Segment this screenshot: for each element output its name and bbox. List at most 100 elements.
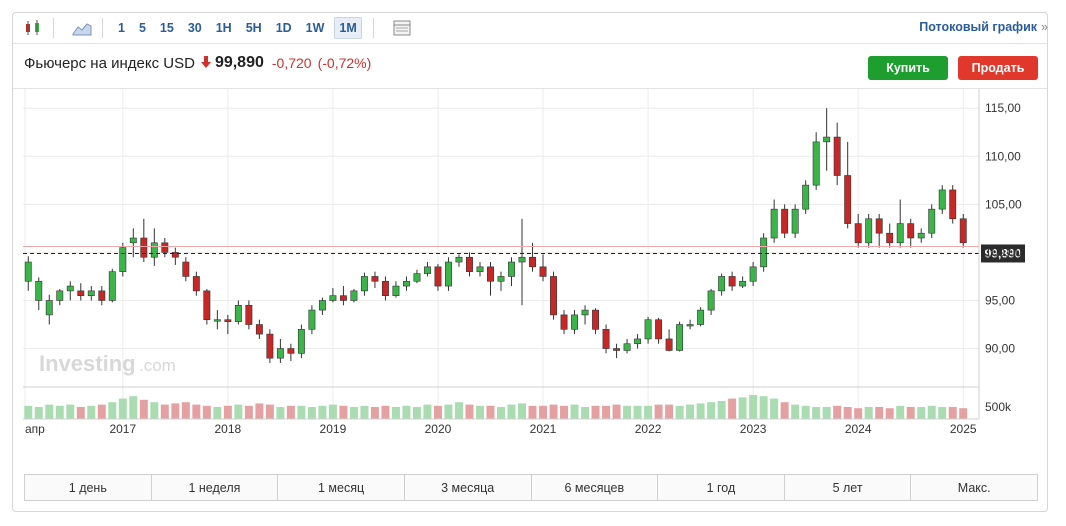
timeframe-15[interactable]: 15 bbox=[159, 21, 174, 35]
candle-body bbox=[854, 223, 862, 244]
area-chart-icon[interactable] bbox=[70, 17, 94, 39]
volume-bar bbox=[297, 405, 306, 419]
timeframe-1d[interactable]: 1D bbox=[275, 21, 292, 35]
range-max[interactable]: Макс. bbox=[911, 475, 1037, 500]
range-1d[interactable]: 1 день bbox=[25, 475, 152, 500]
watermark-brand: Investing bbox=[39, 351, 136, 376]
candle-body bbox=[875, 218, 883, 234]
volume-bar bbox=[349, 407, 358, 419]
volume-bar bbox=[255, 403, 264, 419]
volume-bar bbox=[391, 407, 400, 419]
volume-bar bbox=[581, 407, 590, 419]
candle-body bbox=[497, 276, 505, 282]
candle-body bbox=[739, 280, 747, 287]
volume-bar bbox=[339, 405, 348, 419]
candle-body bbox=[623, 343, 631, 351]
candle-body bbox=[24, 261, 32, 282]
candle-body bbox=[392, 285, 400, 296]
timeframe-1w[interactable]: 1W bbox=[305, 21, 325, 35]
range-3m[interactable]: 3 месяца bbox=[404, 475, 532, 500]
volume-bar bbox=[129, 396, 138, 419]
timeframe-5[interactable]: 5 bbox=[138, 21, 146, 35]
candle-body bbox=[539, 266, 547, 277]
volume-bar bbox=[675, 405, 684, 419]
candle-body bbox=[928, 208, 936, 234]
candle-body bbox=[98, 290, 106, 301]
volume-bar bbox=[812, 407, 821, 419]
candle-body bbox=[812, 141, 820, 186]
volume-bar bbox=[497, 407, 505, 419]
candle-body bbox=[234, 304, 242, 322]
range-6m[interactable]: 6 месяцев bbox=[531, 475, 659, 500]
candle-body bbox=[203, 290, 211, 321]
volume-bar bbox=[454, 402, 463, 419]
volume-bar bbox=[97, 404, 106, 419]
volume-bar bbox=[528, 405, 537, 419]
candle-body bbox=[613, 348, 621, 351]
candle-body bbox=[907, 223, 915, 239]
range-1y[interactable]: 1 год bbox=[658, 475, 785, 500]
candle-body bbox=[833, 136, 841, 176]
candle-body bbox=[266, 333, 274, 359]
x-tick-label: 2017 bbox=[109, 422, 136, 436]
volume-bar bbox=[854, 408, 863, 419]
streaming-chart-link[interactable]: Потоковый график» bbox=[919, 20, 1048, 34]
volume-bar bbox=[833, 405, 842, 419]
volume-bar bbox=[87, 405, 96, 419]
candle-body bbox=[949, 189, 957, 220]
volume-bar bbox=[76, 407, 85, 419]
timeframe-1h[interactable]: 1H bbox=[215, 21, 232, 35]
candle-body bbox=[707, 290, 715, 311]
candle-body bbox=[686, 324, 694, 327]
volume-bar bbox=[381, 405, 390, 419]
candle-body bbox=[350, 290, 358, 301]
sell-button[interactable]: Продать bbox=[958, 56, 1038, 80]
volume-bar bbox=[475, 405, 484, 419]
volume-bar bbox=[612, 404, 621, 419]
volume-bar bbox=[749, 395, 758, 419]
volume-bar bbox=[780, 402, 789, 419]
streaming-chart-label: Потоковый график bbox=[919, 20, 1038, 34]
timeframe-1m[interactable]: 1M bbox=[334, 17, 362, 39]
chart-toolbar: 1 5 15 30 1H 5H 1D 1W 1M bbox=[13, 13, 1047, 44]
candle-body bbox=[844, 175, 852, 224]
volume-bar bbox=[623, 405, 632, 419]
candle-body bbox=[77, 290, 85, 296]
timeframe-30[interactable]: 30 bbox=[187, 21, 202, 35]
volume-bar bbox=[518, 403, 527, 419]
toolbar-divider bbox=[372, 18, 374, 38]
candle-body bbox=[108, 271, 116, 301]
chevron-right-icon: » bbox=[1041, 20, 1048, 34]
timeframe-1[interactable]: 1 bbox=[118, 21, 125, 35]
volume-bar bbox=[55, 405, 64, 419]
volume-bar bbox=[307, 407, 316, 419]
candle-body bbox=[634, 338, 642, 345]
toolbar-divider bbox=[102, 18, 103, 38]
candle-body bbox=[518, 256, 526, 263]
volume-bar bbox=[602, 405, 611, 419]
candle-body bbox=[308, 309, 316, 330]
chart-canvas[interactable]: Investing .com 99,890 115,00 110,00 105,00… bbox=[13, 89, 1047, 449]
volume-bar bbox=[213, 407, 222, 419]
candle-body bbox=[424, 266, 431, 274]
range-1m[interactable]: 1 месяц bbox=[278, 475, 405, 500]
x-tick-label: 2022 bbox=[635, 422, 662, 436]
table-icon[interactable] bbox=[390, 17, 414, 39]
range-1w[interactable]: 1 неделя bbox=[151, 475, 279, 500]
candlestick-icon[interactable] bbox=[21, 17, 45, 39]
candle-body bbox=[192, 276, 200, 292]
timeframe-5h[interactable]: 5H bbox=[245, 21, 262, 35]
range-5y[interactable]: 5 лет bbox=[784, 475, 912, 500]
candle-body bbox=[571, 314, 578, 330]
candle-body bbox=[896, 223, 904, 244]
buy-button[interactable]: Купить bbox=[868, 56, 948, 80]
y-tick-label: 115,00 bbox=[985, 101, 1021, 115]
volume-bar bbox=[444, 404, 453, 419]
y-tick-label: 110,00 bbox=[985, 149, 1021, 163]
candle-body bbox=[665, 338, 673, 351]
last-price: 99,890 bbox=[214, 54, 264, 71]
price-chart[interactable]: Investing .com 99,890 115,00 110,00 105,00… bbox=[13, 88, 1047, 449]
volume-bar bbox=[202, 405, 211, 419]
volume-bar bbox=[234, 404, 243, 419]
candle-body bbox=[592, 309, 600, 330]
